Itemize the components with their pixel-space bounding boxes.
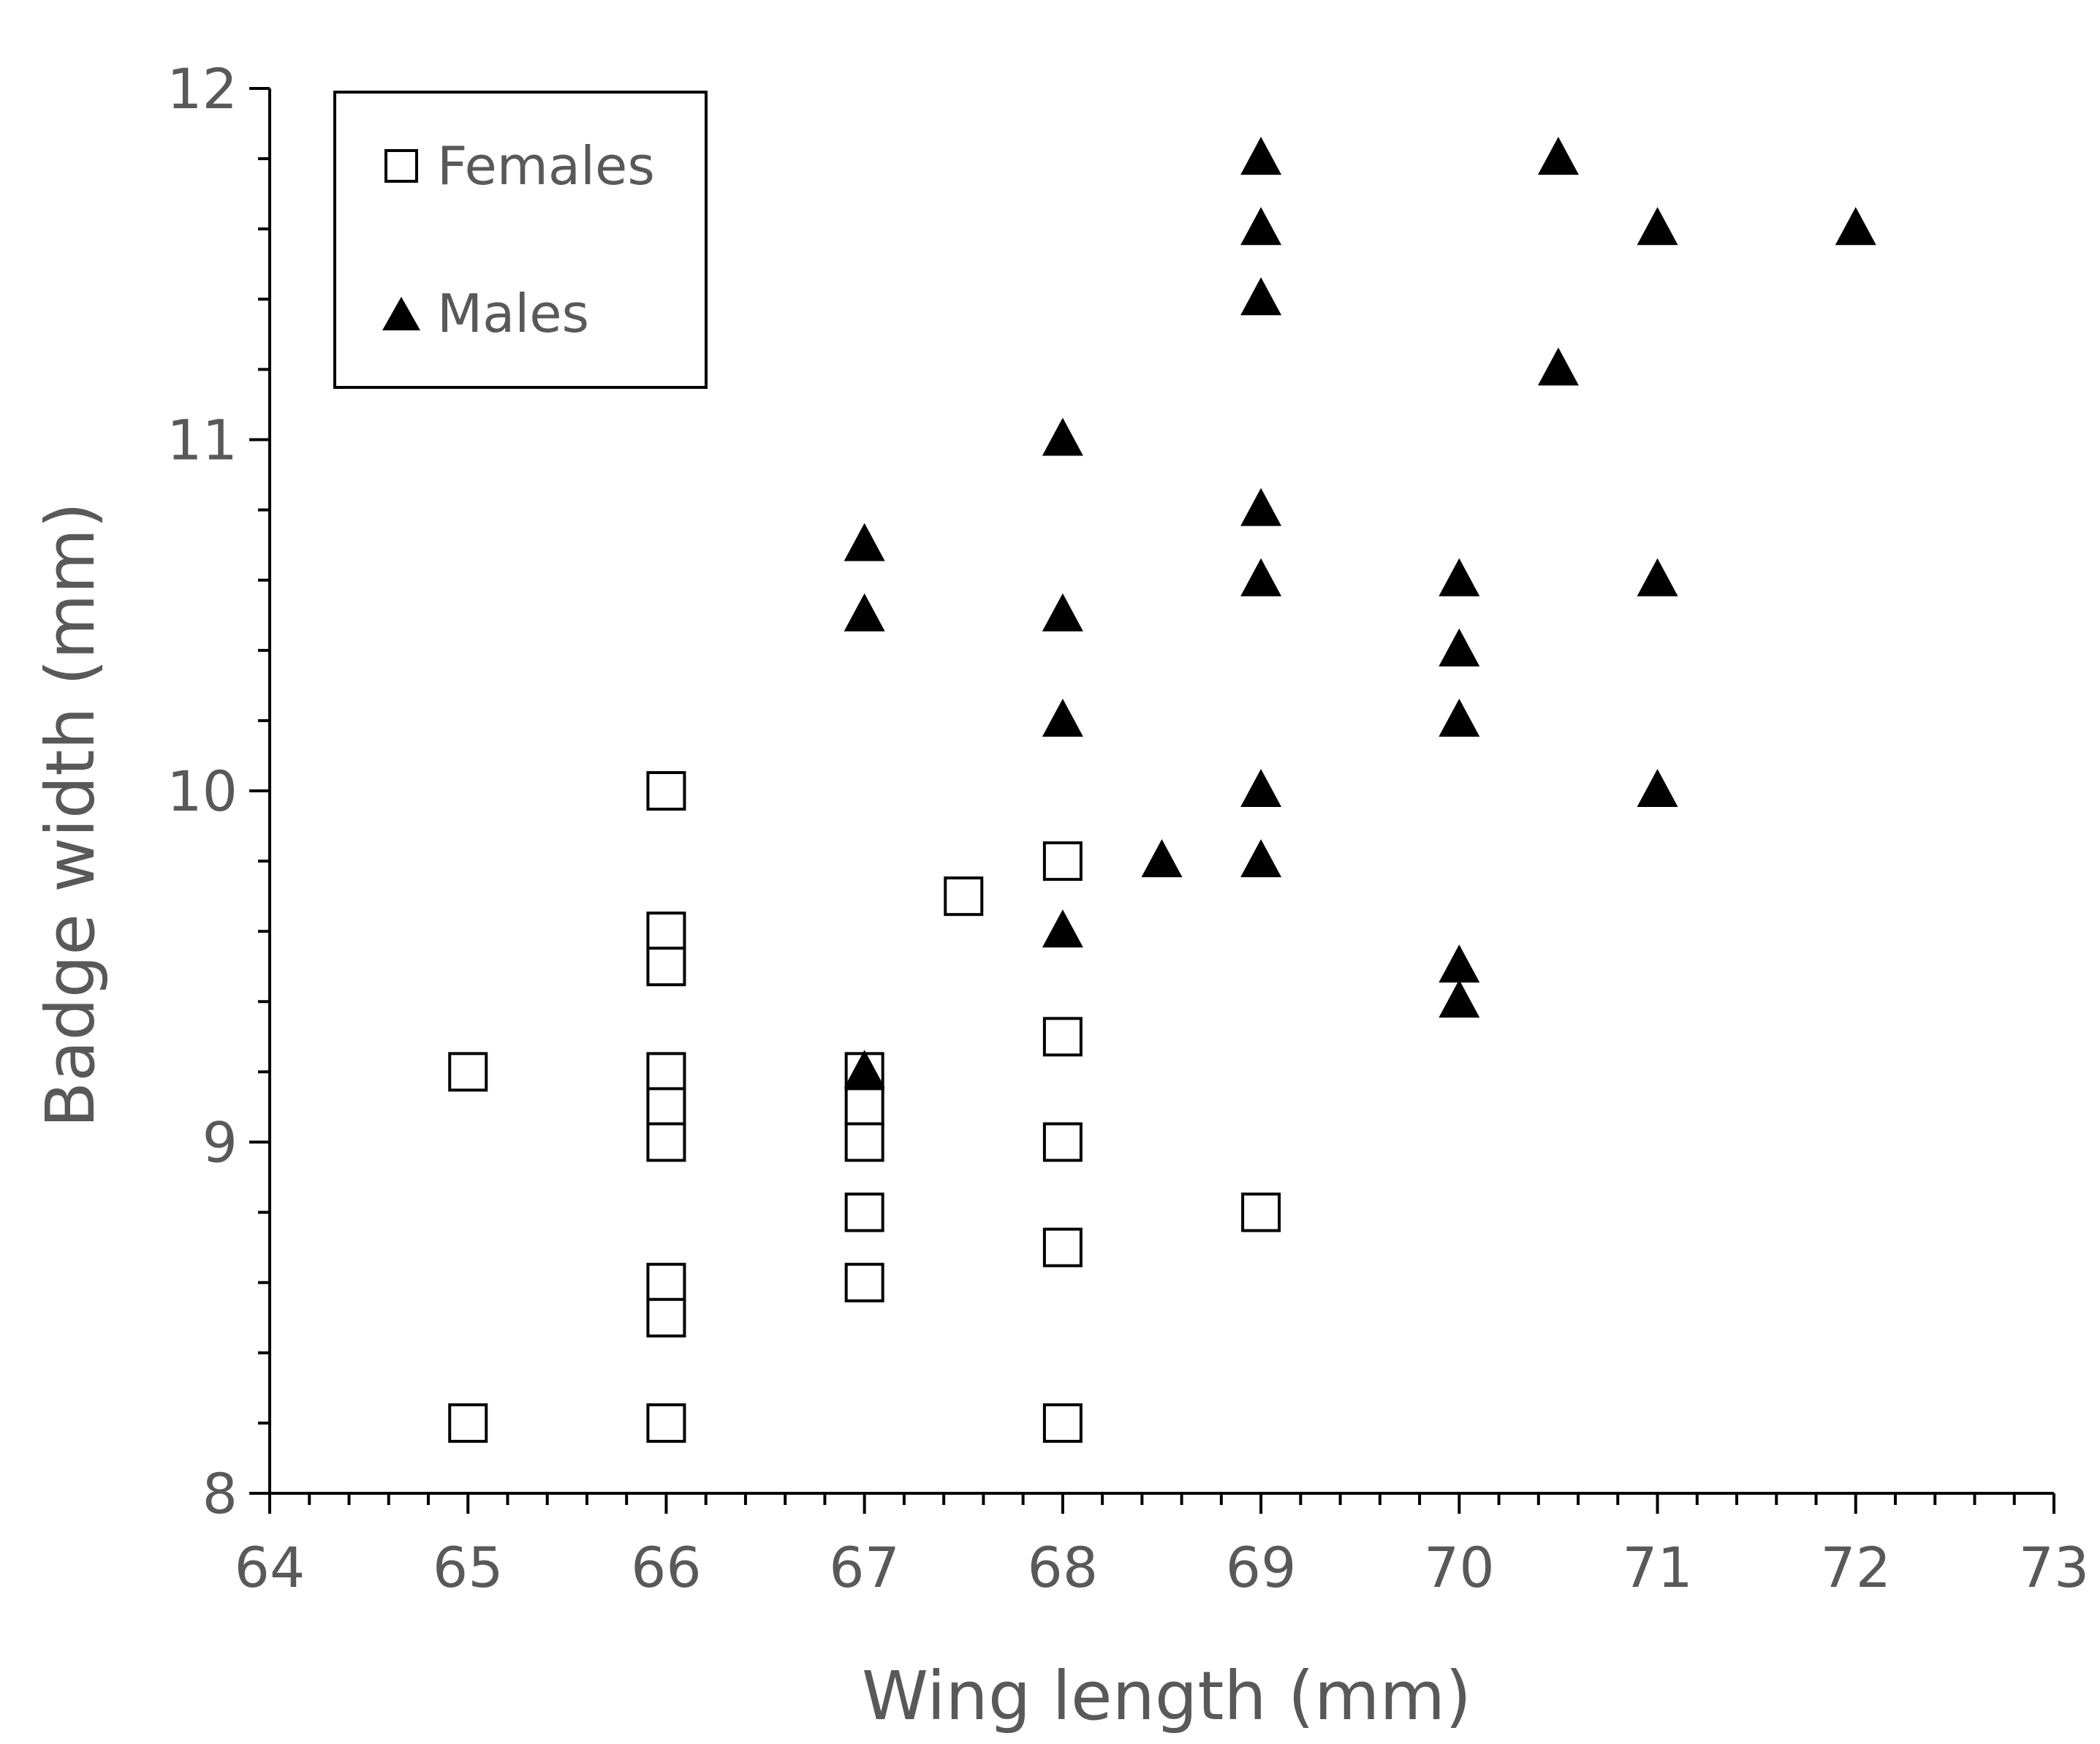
male-point <box>1637 207 1678 246</box>
female-point <box>646 911 686 952</box>
male-point <box>1438 558 1480 596</box>
male-point <box>1240 137 1282 175</box>
male-point <box>1438 698 1480 737</box>
male-point <box>1240 488 1282 526</box>
data-points <box>448 137 1876 1443</box>
male-point <box>1637 558 1678 596</box>
female-point <box>1042 1227 1083 1267</box>
x-tick-label: 70 <box>1424 1535 1495 1600</box>
female-point <box>448 1403 488 1443</box>
x-tick-label: 68 <box>1028 1535 1099 1600</box>
y-tick-label: 12 <box>167 56 238 121</box>
male-point <box>1042 909 1083 948</box>
female-point <box>844 1262 884 1303</box>
male-point <box>1835 207 1876 246</box>
male-point <box>1240 769 1282 807</box>
female-point <box>844 1122 884 1162</box>
y-tick-label: 9 <box>202 1110 238 1175</box>
male-point <box>1141 839 1183 878</box>
female-point <box>448 1052 488 1092</box>
male-point <box>1537 347 1579 386</box>
y-axis: 8 9 10 11 12 <box>167 56 271 1526</box>
x-tick-label: 66 <box>631 1535 702 1600</box>
series-females <box>448 771 1281 1443</box>
male-point <box>1438 944 1480 983</box>
female-point <box>1042 1403 1083 1443</box>
female-point <box>646 1052 686 1092</box>
female-point <box>1042 1017 1083 1057</box>
female-point <box>1241 1192 1281 1232</box>
y-tick-label: 8 <box>202 1461 238 1526</box>
legend: Females Males <box>333 91 708 389</box>
x-axis-title: Wing length (mm) <box>862 1657 1471 1735</box>
female-point <box>646 1297 686 1338</box>
male-point <box>1240 839 1282 878</box>
male-point <box>1042 698 1083 737</box>
female-point <box>944 876 984 917</box>
y-tick-label: 11 <box>167 408 238 473</box>
x-tick-label: 67 <box>829 1535 900 1600</box>
female-point <box>646 1122 686 1162</box>
x-tick-label: 71 <box>1622 1535 1693 1600</box>
x-axis: 64 65 66 67 68 69 70 71 72 73 <box>235 1492 2090 1600</box>
legend-label-females: Females <box>437 135 655 197</box>
female-point <box>646 1403 686 1443</box>
male-point <box>844 1050 885 1088</box>
x-tick-label: 65 <box>433 1535 504 1600</box>
female-point <box>646 1262 686 1303</box>
female-point <box>844 1192 884 1232</box>
legend-male-marker <box>382 297 420 330</box>
legend-female-marker <box>384 149 418 183</box>
male-point <box>1438 979 1480 1018</box>
male-point <box>1637 769 1678 807</box>
male-point <box>1042 593 1083 632</box>
male-point <box>1240 558 1282 596</box>
legend-box <box>333 91 708 389</box>
female-point <box>646 771 686 811</box>
male-point <box>1240 207 1282 246</box>
male-point <box>1042 417 1083 456</box>
x-tick-label: 73 <box>2019 1535 2090 1600</box>
female-point <box>844 1087 884 1127</box>
x-tick-label: 69 <box>1226 1535 1297 1600</box>
y-axis-title: Badge width (mm) <box>31 502 110 1128</box>
male-point <box>844 593 885 632</box>
female-point <box>1042 841 1083 882</box>
female-point <box>646 1087 686 1127</box>
x-tick-label: 64 <box>235 1535 306 1600</box>
male-point <box>1240 277 1282 316</box>
male-point <box>1438 628 1480 667</box>
x-tick-label: 72 <box>1820 1535 1891 1600</box>
female-point <box>1042 1122 1083 1162</box>
male-point <box>1537 137 1579 175</box>
series-males <box>844 137 1876 1088</box>
male-point <box>844 523 885 561</box>
female-point <box>646 947 686 987</box>
y-tick-label: 10 <box>167 759 238 824</box>
legend-label-males: Males <box>437 283 589 344</box>
